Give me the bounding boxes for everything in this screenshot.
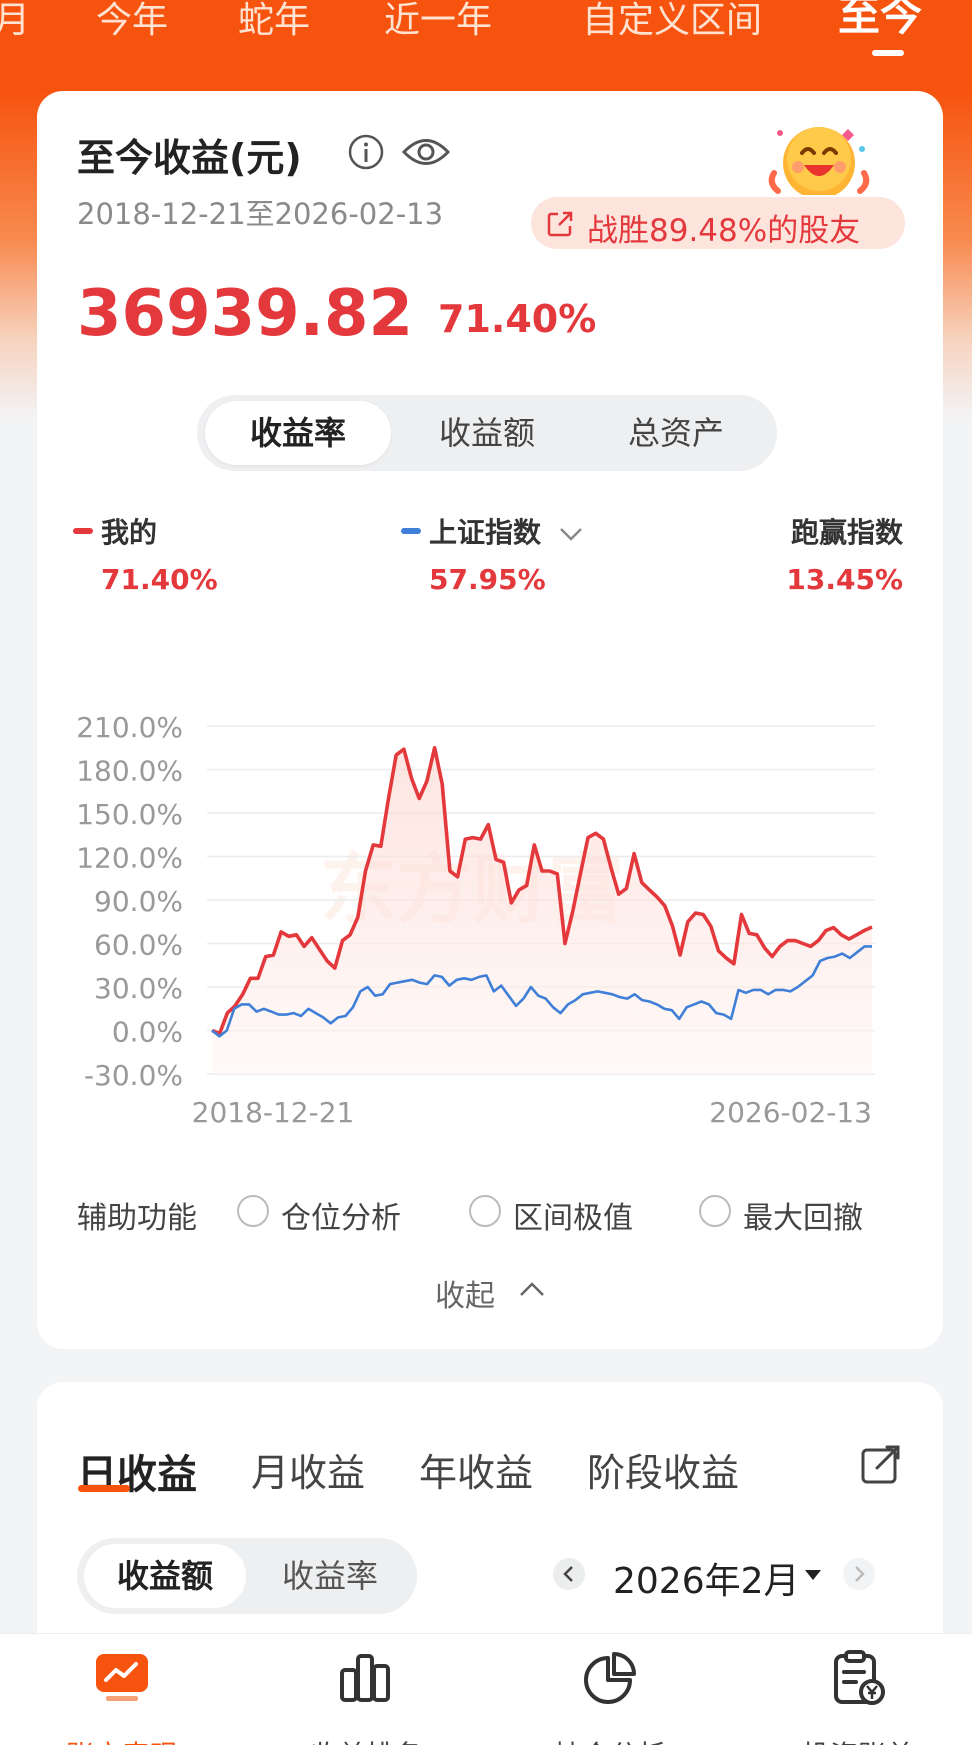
beat-text: 战胜89.48%的股友 — [587, 213, 861, 249]
series-line-index — [211, 945, 873, 1038]
chevron-up-icon — [520, 1282, 544, 1296]
total-profit-amount: 36939.82 — [77, 277, 414, 351]
legend-mine: 我的 71.40% — [73, 511, 218, 596]
aux-tools-label: 辅助功能 — [77, 1201, 197, 1236]
nav-profit-ranking[interactable]: 收益排名 — [286, 1650, 446, 1745]
y-tick-label: 180.0% — [76, 755, 183, 788]
tab-yearly-profit[interactable]: 年收益 — [419, 1451, 534, 1495]
chevron-down-icon — [559, 528, 582, 541]
date-range: 2018-12-21至2026-02-13 — [77, 197, 444, 231]
tab-last-year[interactable]: 近一年 — [384, 0, 493, 41]
legend-beat-value: 13.45% — [786, 563, 903, 596]
profit-chart[interactable]: 东方财富210.0%180.0%150.0%120.0%90.0%60.0%30… — [37, 611, 943, 1131]
chevron-right-icon — [855, 1566, 865, 1582]
profit-tab-indicator — [78, 1485, 130, 1492]
aux-tools: 辅助功能 仓位分析 区间极值 最大回撤 — [77, 1189, 917, 1236]
prev-month-button[interactable] — [553, 1558, 585, 1590]
x-tick-label: 2018-12-21 — [192, 1096, 355, 1129]
nav-label: 持仓分析 — [530, 1734, 690, 1745]
y-tick-label: 60.0% — [94, 929, 183, 962]
collapse-button[interactable]: 收起 — [435, 1271, 544, 1315]
profit-amount-option[interactable]: 收益额 — [84, 1544, 246, 1608]
tab-this-year[interactable]: 今年 — [96, 0, 169, 41]
caret-down-icon[interactable] — [804, 1569, 822, 1581]
tab-stage-profit[interactable]: 阶段收益 — [587, 1451, 740, 1495]
legend-index-value: 57.95% — [429, 563, 546, 596]
summary-card: 至今收益(元) 2018-12-21至2026-02-13 战胜89.48%的股… — [37, 91, 943, 1349]
y-tick-label: 210.0% — [76, 711, 183, 744]
next-month-button[interactable] — [843, 1558, 875, 1590]
y-tick-label: 90.0% — [94, 885, 183, 918]
legend-index-swatch — [401, 528, 421, 534]
legend-mine-value: 71.40% — [101, 563, 218, 596]
profit-switch: 收益额 收益率 — [77, 1538, 417, 1614]
nav-investment-bill[interactable]: 投资账单 — [778, 1650, 938, 1745]
bill-icon — [834, 1650, 885, 1705]
y-tick-label: 30.0% — [94, 972, 183, 1005]
pie-chart-icon — [584, 1652, 636, 1704]
nav-label: 投资账单 — [778, 1734, 938, 1745]
legend-index[interactable]: 上证指数 57.95% — [401, 511, 585, 596]
nav-label: 收益排名 — [286, 1734, 446, 1745]
y-tick-label: 0.0% — [112, 1016, 183, 1049]
nav-holding-analysis[interactable]: 持仓分析 — [530, 1650, 690, 1745]
trend-chart-icon — [96, 1654, 148, 1701]
aux-option-label: 最大回撤 — [743, 1201, 863, 1236]
metric-switch: 收益率 收益额 总资产 — [197, 395, 777, 471]
nav-label: 账户表现 — [42, 1734, 202, 1745]
y-tick-label: -30.0% — [84, 1059, 183, 1092]
beat-badge[interactable]: 战胜89.48%的股友 — [531, 197, 905, 249]
aux-option-label: 区间极值 — [513, 1201, 633, 1236]
active-tab-indicator — [872, 50, 904, 56]
legend-index-label: 上证指数 — [429, 516, 542, 549]
info-icon[interactable] — [347, 133, 385, 171]
series-line-mine — [211, 746, 873, 1036]
y-tick-label: 120.0% — [76, 842, 183, 875]
profit-rate-option[interactable]: 收益率 — [281, 1557, 378, 1595]
mascot-icon — [768, 127, 870, 195]
tab-snake-year[interactable]: 蛇年 — [238, 0, 311, 41]
series-area-mine — [212, 747, 872, 1074]
period-tabs: 月 今年 蛇年 近一年 自定义区间 至今 — [0, 0, 972, 56]
radio-icon — [469, 1195, 501, 1227]
page-title: 至今收益(元) — [77, 136, 302, 180]
metric-assets-option[interactable]: 总资产 — [627, 414, 724, 452]
month-picker[interactable]: 2026年2月 — [613, 1561, 800, 1602]
tab-to-date[interactable]: 至今 — [838, 0, 923, 40]
legend-mine-label: 我的 — [101, 516, 158, 549]
legend-beat-label: 跑赢指数 — [790, 516, 903, 549]
collapse-label: 收起 — [435, 1279, 495, 1314]
bar-chart-icon — [340, 1654, 390, 1702]
metric-rate-option[interactable]: 收益率 — [205, 401, 391, 465]
radio-icon — [699, 1195, 731, 1227]
chevron-left-icon — [563, 1566, 573, 1582]
tab-monthly-profit[interactable]: 月收益 — [251, 1451, 366, 1495]
export-icon[interactable] — [859, 1442, 903, 1486]
aux-option-label: 仓位分析 — [281, 1201, 401, 1236]
profit-tabs: 日收益 月收益 年收益 阶段收益 — [77, 1442, 907, 1502]
x-tick-label: 2026-02-13 — [709, 1096, 872, 1129]
share-icon — [547, 211, 573, 237]
legend-mine-swatch — [73, 528, 93, 534]
tab-custom-range[interactable]: 自定义区间 — [582, 0, 763, 41]
metric-amount-option[interactable]: 收益额 — [438, 414, 535, 452]
tab-month[interactable]: 月 — [0, 0, 31, 41]
nav-account-performance[interactable]: 账户表现 — [42, 1650, 202, 1745]
y-tick-label: 150.0% — [76, 798, 183, 831]
eye-icon[interactable] — [401, 133, 451, 171]
legend-beat-index: 跑赢指数 13.45% — [781, 511, 903, 596]
total-profit-rate: 71.40% — [438, 297, 597, 341]
bottom-nav: 账户表现 收益排名 持仓分析 投资账单 — [0, 1633, 972, 1745]
radio-icon — [237, 1195, 269, 1227]
